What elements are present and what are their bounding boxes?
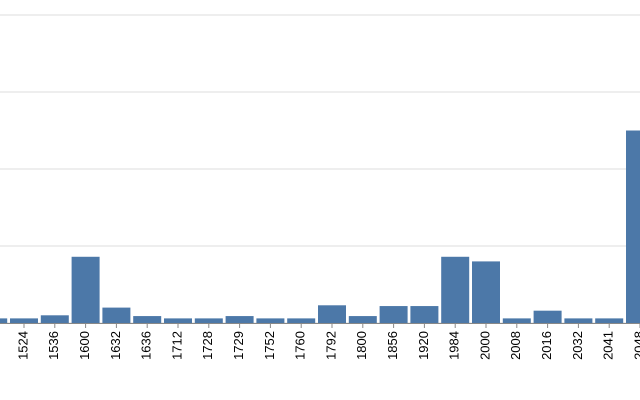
x-tick-label: 1632 bbox=[108, 331, 123, 360]
x-tick-label: 2008 bbox=[508, 331, 523, 360]
bar bbox=[164, 318, 192, 323]
bar bbox=[564, 318, 593, 323]
bar bbox=[441, 256, 470, 323]
x-tick-label: 1524 bbox=[15, 331, 30, 360]
bar bbox=[256, 318, 285, 323]
x-tick-label: 1856 bbox=[385, 331, 400, 360]
x-tick-label: 1728 bbox=[200, 331, 215, 360]
bar bbox=[0, 318, 8, 323]
x-tick-label: 1536 bbox=[46, 331, 61, 360]
bar bbox=[71, 256, 100, 323]
x-tick-label: 1729 bbox=[231, 331, 246, 360]
x-tick-label: 1636 bbox=[139, 331, 154, 360]
bar bbox=[348, 316, 377, 323]
bar bbox=[626, 130, 640, 323]
x-tick-label: 2041 bbox=[601, 331, 616, 360]
x-tick-label: 1920 bbox=[416, 331, 431, 360]
bar bbox=[379, 306, 408, 323]
bar bbox=[102, 307, 131, 323]
x-tick-label: 1600 bbox=[77, 331, 92, 360]
bar bbox=[410, 306, 439, 323]
x-tick-label: 1984 bbox=[447, 331, 462, 360]
bar bbox=[318, 305, 346, 323]
bar bbox=[10, 318, 38, 323]
bar bbox=[595, 318, 624, 323]
x-tick-label: 2032 bbox=[570, 331, 585, 360]
x-tick-label: 1792 bbox=[323, 331, 338, 360]
bar bbox=[133, 316, 162, 323]
x-tick-label: 2048 bbox=[631, 331, 640, 360]
bar bbox=[533, 310, 562, 323]
bar bbox=[502, 318, 531, 323]
x-tick-label: 1712 bbox=[169, 331, 184, 360]
bar bbox=[287, 318, 316, 323]
x-tick-label: 1800 bbox=[354, 331, 369, 360]
x-tick-label: 2016 bbox=[539, 331, 554, 360]
x-tick-label: 1752 bbox=[262, 331, 277, 360]
x-tick-label: 2000 bbox=[477, 331, 492, 360]
bar bbox=[194, 318, 223, 323]
bar bbox=[472, 261, 500, 323]
bar bbox=[225, 316, 254, 323]
x-tick-label: 1760 bbox=[293, 331, 308, 360]
bar bbox=[40, 315, 69, 323]
